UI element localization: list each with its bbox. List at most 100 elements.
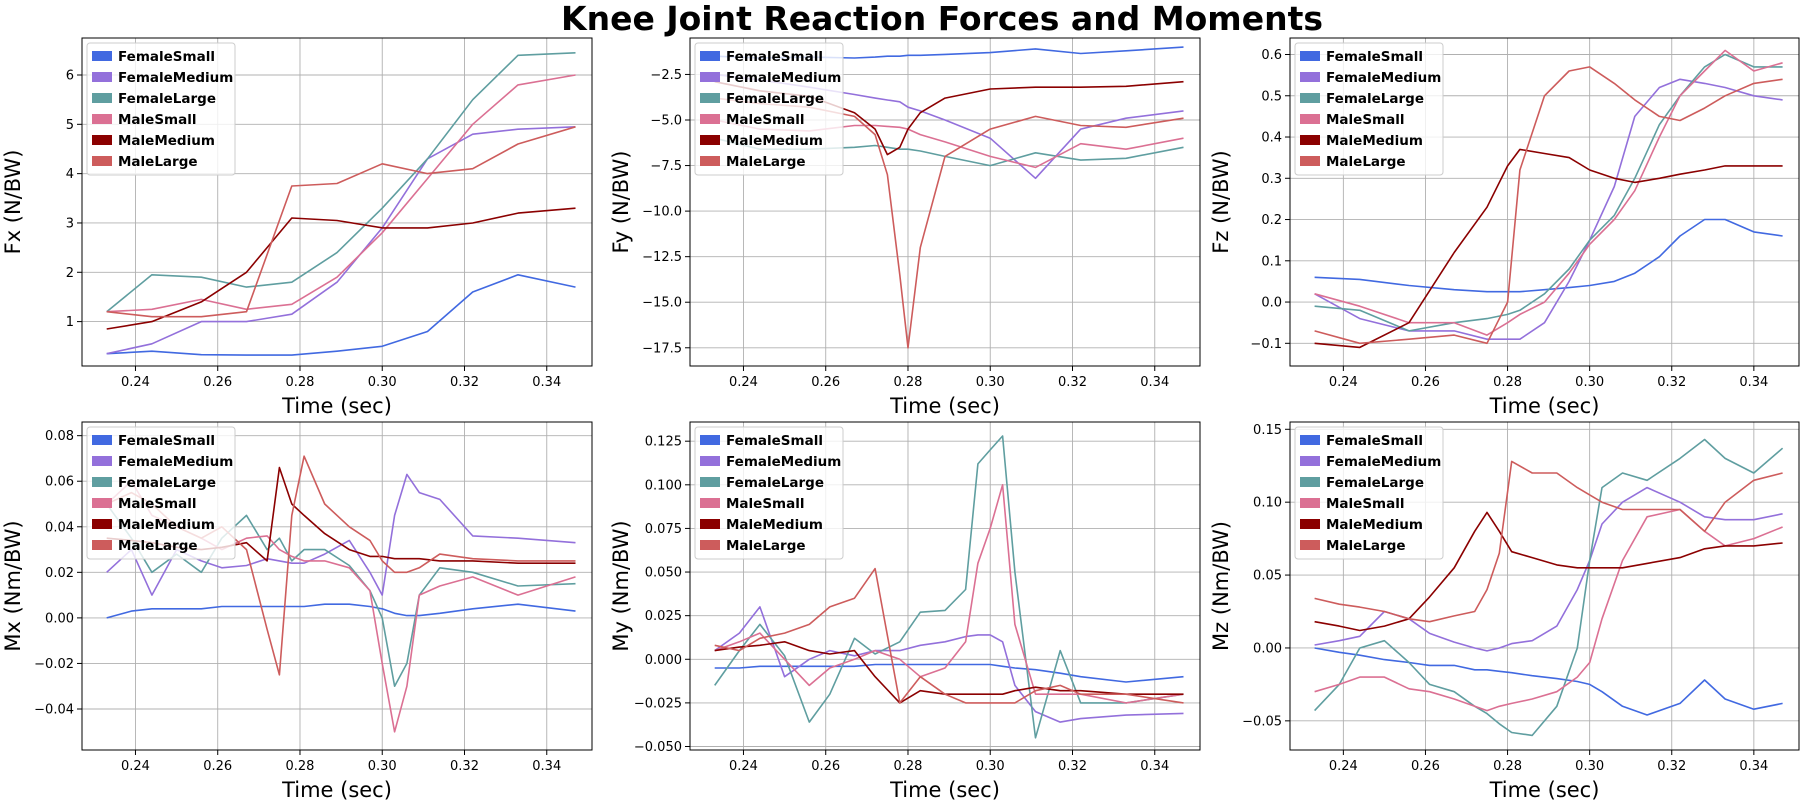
- x-tick-label: 0.32: [450, 759, 479, 774]
- legend: FemaleSmall FemaleMedium FemaleLarge MaleSm…: [86, 426, 236, 560]
- x-tick-label: 0.34: [1140, 759, 1169, 774]
- legend-swatch-MaleSmall: [700, 114, 720, 124]
- subplot-grid: 0.24 0.26 0.28 0.30 0.32 0.34 1 2 3 4 5 6 Time (sec)…: [1, 37, 1800, 800]
- y-tick-label: −0.04: [34, 703, 74, 718]
- x-tick-label: 0.34: [532, 375, 561, 390]
- legend-label-MaleSmall: MaleSmall: [726, 112, 804, 128]
- y-tick-label: 0.1: [1261, 254, 1282, 269]
- legend-label-MaleMedium: MaleMedium: [726, 133, 823, 149]
- y-tick-label: 0.02: [45, 566, 74, 581]
- y-tick-label: −2.5: [650, 68, 682, 83]
- y-tick-label: 0.00: [1253, 641, 1282, 656]
- legend-swatch-MaleSmall: [700, 498, 720, 508]
- x-tick-label: 0.24: [729, 759, 758, 774]
- legend: FemaleSmall FemaleMedium FemaleLarge MaleSm…: [1294, 42, 1444, 176]
- legend-swatch-MaleMedium: [700, 135, 720, 145]
- y-tick-label: −0.05: [1242, 714, 1282, 729]
- series-lines: [714, 435, 1184, 739]
- y-tick-label: 0.4: [1261, 131, 1282, 146]
- y-axis-label: My (Nm/BW): [609, 520, 633, 651]
- legend-label-FemaleSmall: FemaleSmall: [726, 49, 823, 65]
- legend-label-FemaleMedium: FemaleMedium: [118, 70, 233, 86]
- legend-label-MaleSmall: MaleSmall: [118, 112, 196, 128]
- series-line-FemaleMedium: [714, 606, 1184, 723]
- axes-frame: [81, 37, 593, 367]
- series-line-FemaleMedium: [1314, 78, 1783, 341]
- legend-swatch-MaleLarge: [1300, 540, 1320, 550]
- legend-swatch-FemaleSmall: [1300, 51, 1320, 61]
- y-axis-label: Mz (Nm/BW): [1209, 521, 1233, 651]
- series-line-FemaleMedium: [106, 126, 576, 355]
- legend-swatch-MaleMedium: [1300, 519, 1320, 529]
- axes-frame: [689, 421, 1201, 751]
- legend-label-FemaleSmall: FemaleSmall: [118, 49, 215, 65]
- x-tick-label: 0.26: [1411, 759, 1440, 774]
- series-line-FemaleSmall: [106, 603, 576, 619]
- y-tick-label: 0.5: [1261, 89, 1282, 104]
- legend-swatch-FemaleMedium: [700, 456, 720, 466]
- y-tick-label: 0.100: [645, 478, 682, 493]
- subplot-6: 0.24 0.26 0.28 0.30 0.32 0.34 −0.05 0.00 0.05 0.1…: [1209, 421, 1800, 800]
- x-tick-label: 0.34: [1739, 375, 1768, 390]
- series-line-MaleMedium: [1314, 511, 1783, 632]
- y-tick-label: 5: [66, 118, 74, 133]
- legend-swatch-FemaleSmall: [92, 435, 112, 445]
- x-tick-label: 0.24: [1329, 375, 1358, 390]
- x-tick-label: 0.28: [1493, 375, 1522, 390]
- y-tick-label: 0.000: [645, 653, 682, 668]
- axes-frame: [81, 421, 593, 751]
- y-tick-label: 0.025: [645, 609, 682, 624]
- y-tick-label: 3: [66, 216, 74, 231]
- series-line-FemaleLarge: [1314, 438, 1784, 737]
- legend-swatch-MaleLarge: [1300, 156, 1320, 166]
- y-tick-label: 0.15: [1253, 423, 1282, 438]
- x-axis-label: Time (sec): [1489, 394, 1600, 418]
- legend: FemaleSmall FemaleMedium FemaleLarge MaleSm…: [694, 42, 844, 176]
- legend-box: [1294, 426, 1444, 560]
- series-lines: [1314, 438, 1784, 737]
- x-tick-label: 0.26: [203, 375, 232, 390]
- x-tick-label: 0.26: [1411, 375, 1440, 390]
- x-tick-label: 0.32: [1657, 759, 1686, 774]
- y-tick-label: 0.08: [45, 429, 74, 444]
- series-line-FemaleLarge: [106, 52, 576, 313]
- legend-label-FemaleSmall: FemaleSmall: [118, 433, 215, 449]
- legend-label-MaleLarge: MaleLarge: [118, 154, 198, 170]
- series-line-MaleLarge: [714, 567, 1184, 704]
- legend-swatch-MaleMedium: [1300, 135, 1320, 145]
- x-tick-label: 0.24: [121, 759, 150, 774]
- subplot-4: 0.24 0.26 0.28 0.30 0.32 0.34 −0.04 −0.02 0.00 0.…: [1, 421, 593, 800]
- x-tick-label: 0.32: [450, 375, 479, 390]
- y-tick-label: −0.02: [34, 657, 74, 672]
- y-tick-label: 0.05: [1253, 569, 1282, 584]
- y-tick-label: −15.0: [642, 296, 682, 311]
- series-line-MaleLarge: [1314, 66, 1783, 345]
- y-tick-label: −0.050: [634, 740, 682, 755]
- y-tick-label: −12.5: [642, 250, 682, 265]
- x-tick-label: 0.24: [1329, 759, 1358, 774]
- legend-swatch-FemaleSmall: [92, 51, 112, 61]
- legend-box: [694, 426, 844, 560]
- legend-label-MaleLarge: MaleLarge: [1326, 154, 1406, 170]
- series-line-MaleMedium: [106, 207, 576, 330]
- x-tick-label: 0.32: [1058, 759, 1087, 774]
- legend-swatch-FemaleMedium: [1300, 72, 1320, 82]
- legend-swatch-FemaleSmall: [700, 51, 720, 61]
- legend-label-MaleLarge: MaleLarge: [726, 154, 806, 170]
- legend-label-FemaleLarge: FemaleLarge: [1326, 475, 1424, 491]
- subplot-5: 0.24 0.26 0.28 0.30 0.32 0.34 −0.050 −0.025 0.00…: [609, 421, 1201, 800]
- series-line-MaleSmall: [714, 483, 1184, 704]
- legend-label-FemaleMedium: FemaleMedium: [118, 454, 233, 470]
- legend-swatch-MaleLarge: [700, 156, 720, 166]
- series-line-FemaleSmall: [714, 663, 1184, 683]
- series-line-MaleLarge: [1314, 460, 1783, 623]
- legend-label-FemaleMedium: FemaleMedium: [1326, 70, 1441, 86]
- legend-swatch-MaleMedium: [92, 135, 112, 145]
- x-tick-label: 0.30: [368, 375, 397, 390]
- legend-box: [86, 426, 236, 560]
- x-tick-label: 0.30: [976, 759, 1005, 774]
- legend-label-MaleMedium: MaleMedium: [1326, 517, 1423, 533]
- x-tick-label: 0.30: [368, 759, 397, 774]
- x-tick-label: 0.28: [1493, 759, 1522, 774]
- legend-swatch-MaleLarge: [700, 540, 720, 550]
